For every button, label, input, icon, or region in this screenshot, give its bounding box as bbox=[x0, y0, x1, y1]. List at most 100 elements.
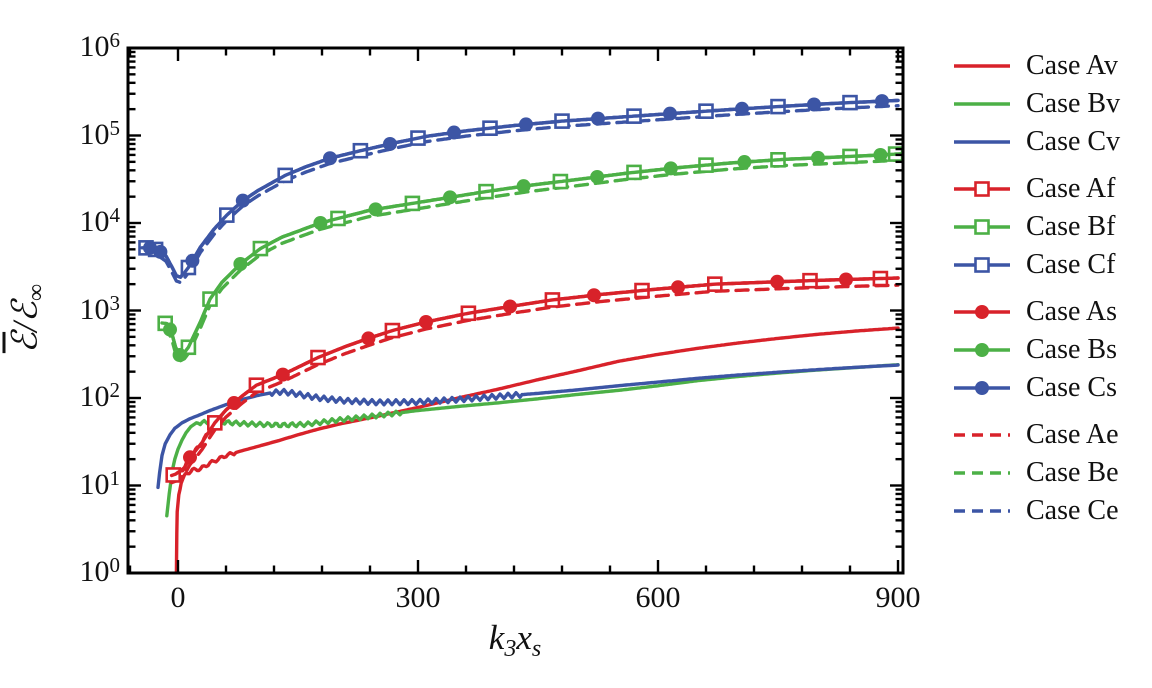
legend: Case Av Case Bv Case Cv Case Af Case Bf Case … bbox=[952, 47, 1120, 539]
curves-layer bbox=[138, 94, 903, 573]
legend-label: Case Cs bbox=[1026, 372, 1117, 403]
legend-item-case-bf: Case Bf bbox=[952, 208, 1120, 246]
legend-swatch bbox=[954, 305, 1010, 319]
filled-circle-marker-icon bbox=[839, 272, 853, 287]
legend-swatch bbox=[954, 509, 1010, 513]
filled-circle-marker-icon bbox=[383, 136, 397, 151]
series-case-be bbox=[160, 158, 903, 363]
legend-swatch bbox=[954, 219, 1010, 235]
series-case-cv bbox=[156, 363, 900, 490]
y-tick-label: 104 bbox=[79, 203, 121, 239]
filled-circle-marker-icon bbox=[313, 216, 328, 230]
legend-swatch bbox=[954, 433, 1010, 437]
filled-circle-marker-icon bbox=[153, 244, 168, 259]
legend-label: Case Cv bbox=[1026, 126, 1121, 157]
legend-item-case-af: Case Af bbox=[952, 170, 1120, 208]
legend-item-case-av: Case Av bbox=[952, 47, 1120, 85]
legend-swatch bbox=[954, 471, 1010, 475]
filled-circle-marker-icon bbox=[975, 343, 989, 357]
legend-item-case-cf: Case Cf bbox=[952, 246, 1120, 284]
y-tick-label: 102 bbox=[79, 378, 121, 414]
filled-circle-marker-icon bbox=[807, 97, 821, 112]
legend-label: Case Be bbox=[1026, 457, 1119, 488]
legend-swatch bbox=[954, 257, 1010, 273]
filled-circle-marker-icon bbox=[811, 150, 825, 165]
filled-circle-marker-icon bbox=[227, 396, 241, 411]
open-square-marker-icon bbox=[974, 181, 990, 197]
filled-circle-marker-icon bbox=[770, 274, 785, 289]
legend-item-case-ae: Case Ae bbox=[952, 416, 1120, 454]
legend-item-case-cs: Case Cs bbox=[952, 369, 1120, 407]
filled-circle-marker-icon bbox=[185, 253, 200, 268]
filled-circle-marker-icon bbox=[323, 151, 337, 166]
legend-swatch bbox=[954, 64, 1010, 68]
filled-circle-marker-icon bbox=[591, 111, 605, 126]
legend-label: Case Ae bbox=[1026, 419, 1119, 450]
filled-circle-marker-icon bbox=[503, 299, 517, 314]
filled-circle-marker-icon bbox=[447, 125, 461, 140]
filled-circle-marker-icon bbox=[590, 169, 605, 184]
plot-box bbox=[126, 46, 905, 575]
legend-label: Case Bs bbox=[1026, 334, 1117, 365]
y-tick-label: 101 bbox=[79, 465, 121, 501]
filled-circle-marker-icon bbox=[419, 314, 433, 329]
x-label-sub2: s bbox=[531, 636, 542, 662]
legend-item-case-cv: Case Cv bbox=[952, 123, 1120, 161]
x-tick-label: 300 bbox=[395, 581, 441, 614]
series-case-av bbox=[174, 326, 900, 573]
x-tick-label: 900 bbox=[875, 581, 921, 614]
filled-circle-marker-icon bbox=[663, 106, 677, 121]
legend-label: Case Bv bbox=[1026, 88, 1121, 119]
y-tick-label: 100 bbox=[79, 553, 121, 589]
filled-circle-marker-icon bbox=[233, 256, 248, 271]
axes-layer bbox=[126, 46, 905, 575]
y-tick-label: 103 bbox=[79, 290, 121, 326]
filled-circle-marker-icon bbox=[516, 179, 531, 194]
filled-circle-marker-icon bbox=[671, 280, 685, 295]
filled-circle-marker-icon bbox=[737, 155, 752, 170]
filled-circle-marker-icon bbox=[368, 202, 383, 217]
filled-circle-marker-icon bbox=[873, 147, 888, 162]
filled-circle-marker-icon bbox=[235, 193, 250, 208]
series-case-ce bbox=[140, 104, 900, 285]
filled-circle-marker-icon bbox=[663, 161, 678, 176]
x-label-base2: x bbox=[516, 618, 532, 657]
filled-circle-marker-icon bbox=[172, 348, 187, 363]
legend-swatch bbox=[954, 140, 1010, 144]
filled-circle-marker-icon bbox=[183, 450, 197, 465]
legend-group: Case Af Case Bf Case Cf bbox=[952, 170, 1120, 284]
legend-swatch bbox=[954, 343, 1010, 357]
legend-item-case-as: Case As bbox=[952, 293, 1120, 331]
legend-item-case-ce: Case Ce bbox=[952, 492, 1120, 530]
legend-swatch bbox=[954, 181, 1010, 197]
filled-circle-marker-icon bbox=[163, 322, 177, 337]
legend-swatch bbox=[954, 381, 1010, 395]
y-label-numerator: ℰ bbox=[5, 331, 45, 354]
x-tick-label: 600 bbox=[635, 581, 681, 614]
filled-circle-marker-icon bbox=[275, 367, 290, 382]
legend-swatch bbox=[954, 102, 1010, 106]
x-label-base1: k bbox=[488, 618, 505, 657]
legend-group: Case Av Case Bv Case Cv bbox=[952, 47, 1120, 161]
series-case-cs bbox=[140, 98, 900, 279]
x-axis-label: k3xs bbox=[415, 618, 615, 663]
y-tick-label: 105 bbox=[79, 115, 121, 151]
legend-group: Case Ae Case Be Case Ce bbox=[952, 416, 1120, 530]
legend-item-case-bs: Case Bs bbox=[952, 331, 1120, 369]
series-case-ae bbox=[169, 283, 900, 485]
filled-circle-marker-icon bbox=[975, 381, 989, 395]
legend-label: Case Av bbox=[1026, 50, 1119, 81]
filled-circle-marker-icon bbox=[361, 331, 376, 346]
legend-label: Case Cf bbox=[1026, 249, 1116, 280]
legend-label: Case Bf bbox=[1026, 211, 1116, 242]
legend-item-case-be: Case Be bbox=[952, 454, 1120, 492]
open-square-marker-icon bbox=[974, 219, 990, 235]
legend-group: Case As Case Bs Case Cs bbox=[952, 293, 1120, 407]
legend-label: Case Af bbox=[1026, 173, 1116, 204]
legend-label: Case As bbox=[1026, 296, 1117, 327]
filled-circle-marker-icon bbox=[875, 94, 889, 109]
legend-item-case-bv: Case Bv bbox=[952, 85, 1120, 123]
filled-circle-marker-icon bbox=[443, 190, 457, 205]
filled-circle-marker-icon bbox=[519, 117, 533, 132]
